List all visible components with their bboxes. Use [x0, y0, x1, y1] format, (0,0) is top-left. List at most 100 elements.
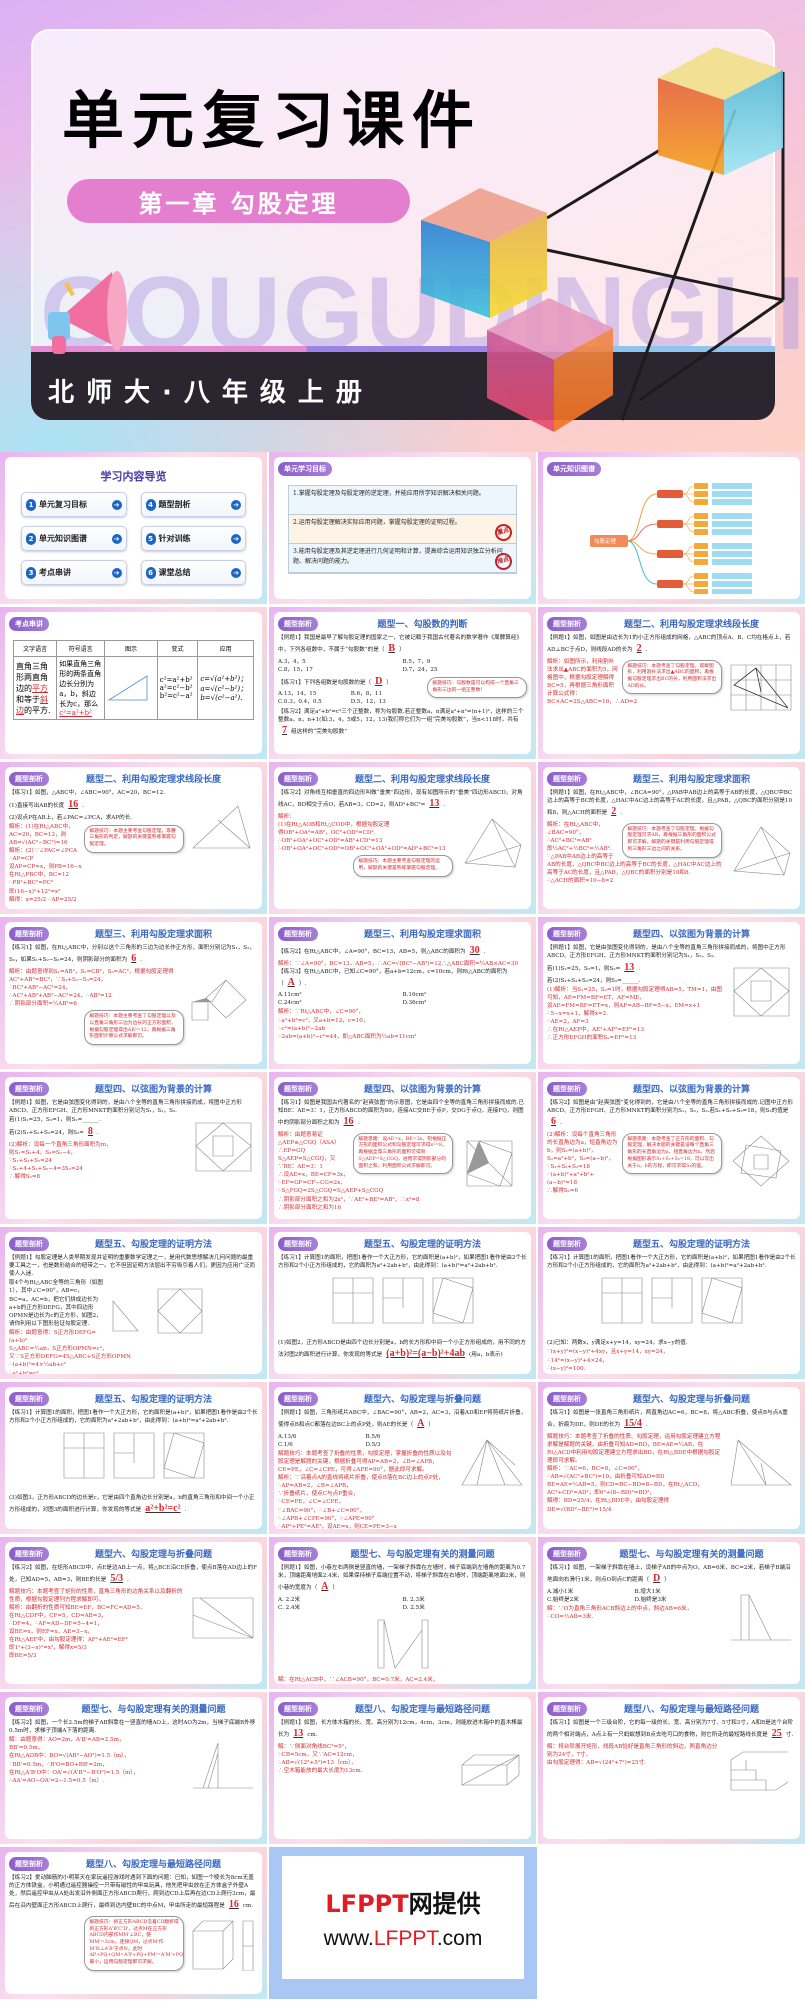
- nav-label: 针对训练: [158, 534, 191, 543]
- section-tag: 题型剖析: [547, 616, 587, 631]
- solution-line: (1)解析：当S₁=25，S₃=1时，根据勾股定理得AB=5，TM=1，由图可知…: [547, 986, 722, 1001]
- question-text: 【练习1】如图，在Rt△ABC中，分别以这个三角形的三边为边长作正方形，面积分别…: [9, 944, 258, 967]
- slide-thumbnail[interactable]: 题型剖析 题型三、利用勾股定理求面积 【练习1】如图，在Rt△ABC中，分别以这个三…: [0, 917, 267, 1069]
- slide-thumbnail[interactable]: 题型剖析 题型四、以弦图为背景的计算 【例题1】如图，它是由弦图变化得到的，是由八个…: [0, 1072, 267, 1224]
- grid-diagram: [730, 664, 792, 710]
- text: 如果直角三角形的两条直角边长分别为a，b，斜边长为c，那么: [59, 660, 102, 708]
- option: C. 2.4米: [278, 1604, 301, 1611]
- question-text: (3)如图3，正方形ABCD的边长是c，它是由四个直角边长分别是a，b的直角三角…: [9, 1494, 258, 1517]
- figure-lines: [730, 664, 792, 710]
- solution-line: 在Rt△CDF中，CF=5，CD=AB=3，: [9, 1612, 107, 1619]
- question-end: ）.: [298, 980, 307, 987]
- slide-thumbnail[interactable]: 题型剖析 题型四、以弦图为背景的计算 【练习1】如图是我国古代著名的“赵爽弦图”的示…: [269, 1072, 536, 1224]
- right-triangle-diagram: [107, 675, 148, 701]
- slide-thumbnail[interactable]: LFPPT网提供 www.LFPPT.com: [269, 1847, 537, 1999]
- question-stem: 【练习1】如图，在Rt△ABC中，分别以这个三角形的三边为边长作正方形，面积分别…: [9, 945, 255, 964]
- slide-title: 题型二、利用勾股定理求线段长度: [354, 775, 490, 785]
- slide-thumbnail[interactable]: 题型剖析 题型五、勾股定理的证明方法 【例题1】勾股定理是人类早期发现并证明的重要数…: [0, 1227, 267, 1379]
- question-stem: (2)设点P在AB上，若∠PAC=∠PCA，求AP的长.: [9, 814, 133, 821]
- question-text: 【练习1】计算图1的面积，把图1看作一个大正方形，它的面积是(a+b)²，如果把…: [278, 1254, 527, 1270]
- slide-thumbnail[interactable]: 题型剖析 题型七、与勾股定理有关的测量问题 【例题1】如图，小巷左右两侧是竖直的墙，…: [269, 1537, 536, 1689]
- three-diagram: [332, 1277, 473, 1324]
- solution-line: 解析：(2)∵∠PAC=∠PCA ∴AP=CP: [9, 848, 78, 863]
- slide-header: 题型剖析 题型八、勾股定理与最短路径问题: [547, 1700, 796, 1717]
- slide-thumbnail[interactable]: 题型剖析 题型三、利用勾股定理求面积 【例题1】如图，在Rt△ABC中，∠BCA=9…: [538, 762, 805, 914]
- nav-button[interactable]: 3 考点串讲 ➔: [21, 560, 127, 585]
- xian2-figure: [726, 1133, 796, 1191]
- cell-symbol-language: 如果直角三角形的两条直角边长分别为a，b，斜边长为c，那么 c²=a²+b²: [56, 656, 106, 720]
- slide-thumbnail[interactable]: 单元学习目标 1.掌握勾股定理及勾股定理的逆定理，并能应用所学知识解决相关问题。 2…: [269, 452, 536, 604]
- slide-thumbnail[interactable]: 题型剖析 题型八、勾股定理与最短路径问题 【练习2】爱动脑筋的小明某天在家玩遥控游戏…: [0, 1847, 267, 1999]
- slide-thumbnail[interactable]: 题型剖析 题型六、勾股定理与折叠问题 【练习1】如图是一张直角三角形纸片，两直角边A…: [538, 1382, 805, 1534]
- slide-thumbnail[interactable]: 题型剖析 题型四、以弦图为背景的计算 【例题1】如图，它是由弦图变化得到的，是由八个…: [538, 917, 805, 1069]
- solution: (2)解析：设每一个直角三角形面积为m， 则S₁=S₂+4，S₃=S₂−4， ∵S₁…: [9, 1141, 258, 1182]
- slide-header: 题型剖析 题型八、勾股定理与最短路径问题: [9, 1855, 258, 1872]
- solution-line: ∴(a+b)²+a²+b²+(a−b)²=18: [547, 1172, 595, 1187]
- slide-card: 题型剖析 题型二、利用勾股定理求线段长度 【练习2】对角线互相垂直的四边形叫做“垂美…: [274, 767, 531, 909]
- slide-title: 题型二、利用勾股定理求线段长度: [623, 620, 759, 630]
- slide-thumbnail[interactable]: 题型剖析 题型四、以弦图为背景的计算 【练习2】如图是由“赵爽弦图”变化得到的，它是…: [538, 1072, 805, 1224]
- slide-thumbnail[interactable]: 题型剖析 题型七、与勾股定理有关的测量问题 【练习1】如图，一架梯子斜靠在墙上，设梯…: [538, 1537, 805, 1689]
- solution-line: ∵S₁+S₂+S₃=18: [547, 1164, 590, 1171]
- slide-thumbnail[interactable]: 考点串讲 文字语言 符号语言 图示 变式 应用 直角三角形两直角边的平方和等于斜边的平方. 如…: [0, 607, 267, 759]
- nav-button[interactable]: 5 针对训练 ➔: [140, 526, 246, 551]
- slide-thumbnail[interactable]: 题型剖析 题型八、勾股定理与最短路径问题 【例题1】如图，长方体木箱的长、宽、高分别…: [269, 1692, 536, 1844]
- slide-body: 【例题1】勾股定理是人类早期发现并证明的重要数学定理之一，是用代数思想解决几何问…: [9, 1254, 258, 1374]
- solution-line: ∴(x−y)²=100.: [547, 1365, 586, 1372]
- slide-thumbnail[interactable]: 题型剖析 题型三、利用勾股定理求面积 【练习2】在Rt△ABC中，∠A=90°，BC…: [269, 917, 536, 1069]
- slide-title: 题型三、利用勾股定理求面积: [632, 775, 750, 785]
- goal-text: 3.能用勾股定理及其逆定理进行几何证明和计算，提高综合运用知识独立分析问题、解决…: [293, 548, 503, 566]
- nav-button[interactable]: 1 单元复习目标 ➔: [21, 492, 127, 517]
- answer-blank: 25: [771, 1728, 782, 1740]
- option: A. 2.2米: [278, 1596, 301, 1603]
- slide-header: 题型剖析 题型三、利用勾股定理求面积: [278, 925, 527, 942]
- nav-button[interactable]: 2 单元知识图谱 ➔: [21, 526, 127, 551]
- answer-blank: 13: [429, 798, 440, 810]
- solution-line: ∴AE=2，AF=3: [547, 1019, 589, 1026]
- slide-thumbnail[interactable]: 题型剖析 题型六、勾股定理与折叠问题 【例题1】如图，三角形纸片ABC中，∠BAC=…: [269, 1382, 536, 1534]
- question-stem: 若(1)S₁=25，S₃=1，则S₂=______.: [9, 1117, 101, 1124]
- question-text: 若(1)S₁=25，S₃=1，则S₂=______.: [9, 1116, 258, 1124]
- slide-thumbnail[interactable]: 题型剖析 题型五、勾股定理的证明方法 【练习1】计算图1的面积，把图1看作一个大正方…: [269, 1227, 536, 1379]
- answer-fill: 平方: [32, 683, 48, 693]
- url-brand: LFPPT: [373, 1927, 437, 1950]
- option: D. 2.5米: [402, 1604, 425, 1611]
- tip-bubble: 解题技巧：本题主要考查勾股定理，等腰三角形的判定，解题的关键是熟练掌握勾股定理。: [84, 824, 184, 853]
- slide-thumbnail[interactable]: 单元知识图谱 勾股定理: [538, 452, 805, 604]
- slide-thumbnail[interactable]: 题型剖析 题型二、利用勾股定理求线段长度 【练习2】对角线互相垂直的四边形叫做“垂美…: [269, 762, 536, 914]
- question-text: 【练习2】满足a²+b²=c²三个正整数，称为勾股数.若正整数a，n满足a²+n…: [278, 708, 527, 739]
- slide-thumbnail[interactable]: 题型剖析 题型二、利用勾股定理求线段长度 【例题1】如图，如图是由边长为1的小正方形…: [538, 607, 805, 759]
- solution-line: ∴AP²+PE²=AE²，设AE=x，则CE=PE=3−x: [278, 1523, 397, 1529]
- question-text: 【例题1】勾股定理是人类早期发现并证明的重要数学定理之一，是用代数思想解决几何问…: [9, 1254, 258, 1278]
- slide-thumbnail[interactable]: 题型剖析 题型五、勾股定理的证明方法 【练习1】计算图1的面积，把图1看作一个大正方…: [0, 1382, 267, 1534]
- slide-thumbnail[interactable]: 题型剖析 题型五、勾股定理的证明方法 【练习1】计算图1的面积，把图1看作一个大正方…: [538, 1227, 805, 1379]
- solution-line: 设AE=FM=BF=ET=x，则AF=AB−BF=5−x，EM=x+1: [547, 1003, 701, 1010]
- ladder2-figure: [188, 1738, 258, 1796]
- slide-thumbnail[interactable]: 学习内容导览 1 单元复习目标 ➔ 4 题型剖析 ➔ 2 单元知识图谱 ➔ 5 针对训练 ➔ 3 考点串讲 ➔…: [0, 452, 267, 604]
- solution-line: 解：在Rt△ACB中，∵∠ACB=90°，BC=0.7米，AC=2.4米，: [278, 1677, 439, 1684]
- question-stem: 【练习1】如图，△ABC中，∠ABC=90°，AC=20，BC=12.: [9, 790, 165, 796]
- option: A.3，4，5: [278, 658, 306, 665]
- cube-diagram: [192, 1920, 254, 1972]
- solution-line: ∴OB²+OA²+OC²+OD²=OB²+OC²+OA²+OD²=AD²+BC²…: [278, 846, 446, 853]
- alley-figure: [373, 1615, 433, 1673]
- variant-formula: b²=c²−a²: [159, 692, 193, 700]
- three-figure: [597, 1273, 747, 1336]
- nav-button[interactable]: 6 课堂总结 ➔: [140, 560, 246, 585]
- solution-line: 解析：: [278, 813, 295, 820]
- slide-thumbnail[interactable]: 题型剖析 题型二、利用勾股定理求线段长度 【练习1】如图，△ABC中，∠ABC=90…: [0, 762, 267, 914]
- solution-line: 解析：∵∠A=90°，BC=13，AB=5，∴AC=√(BC²−AB²)=12∴…: [278, 960, 519, 967]
- ad-url[interactable]: www.LFPPT.com: [324, 1927, 483, 1951]
- question-end: 寸.: [785, 1732, 794, 1739]
- option: D.始终是3米: [634, 1596, 667, 1603]
- xian2-diagram: [732, 1135, 790, 1187]
- nav-button[interactable]: 4 题型剖析 ➔: [140, 492, 246, 517]
- slide-thumbnail[interactable]: 题型剖析 题型八、勾股定理与最短路径问题 【练习1】如图是一个三级台阶，它的每一级的…: [538, 1692, 805, 1844]
- section-tag: 题型剖析: [9, 1236, 49, 1251]
- slide-thumbnail[interactable]: 题型剖析 题型六、勾股定理与折叠问题 【练习2】如图，在矩形ABCD中，点E是边AB…: [0, 1537, 267, 1689]
- box-diagram: [461, 1754, 520, 1785]
- slide-thumbnail[interactable]: 题型剖析 题型一、勾股数的判断 【例题1】我国是最早了解勾股定理的国家之一，它被记载…: [269, 607, 536, 759]
- box-figure: [457, 1745, 527, 1803]
- slide-thumbnail[interactable]: 题型剖析 题型七、与勾股定理有关的测量问题 【练习2】如图，一个长2.5m的梯子AB…: [0, 1692, 267, 1844]
- question-text: 【练习1】如图，△ABC中，∠ABC=90°，AC=20，BC=12.: [9, 789, 258, 797]
